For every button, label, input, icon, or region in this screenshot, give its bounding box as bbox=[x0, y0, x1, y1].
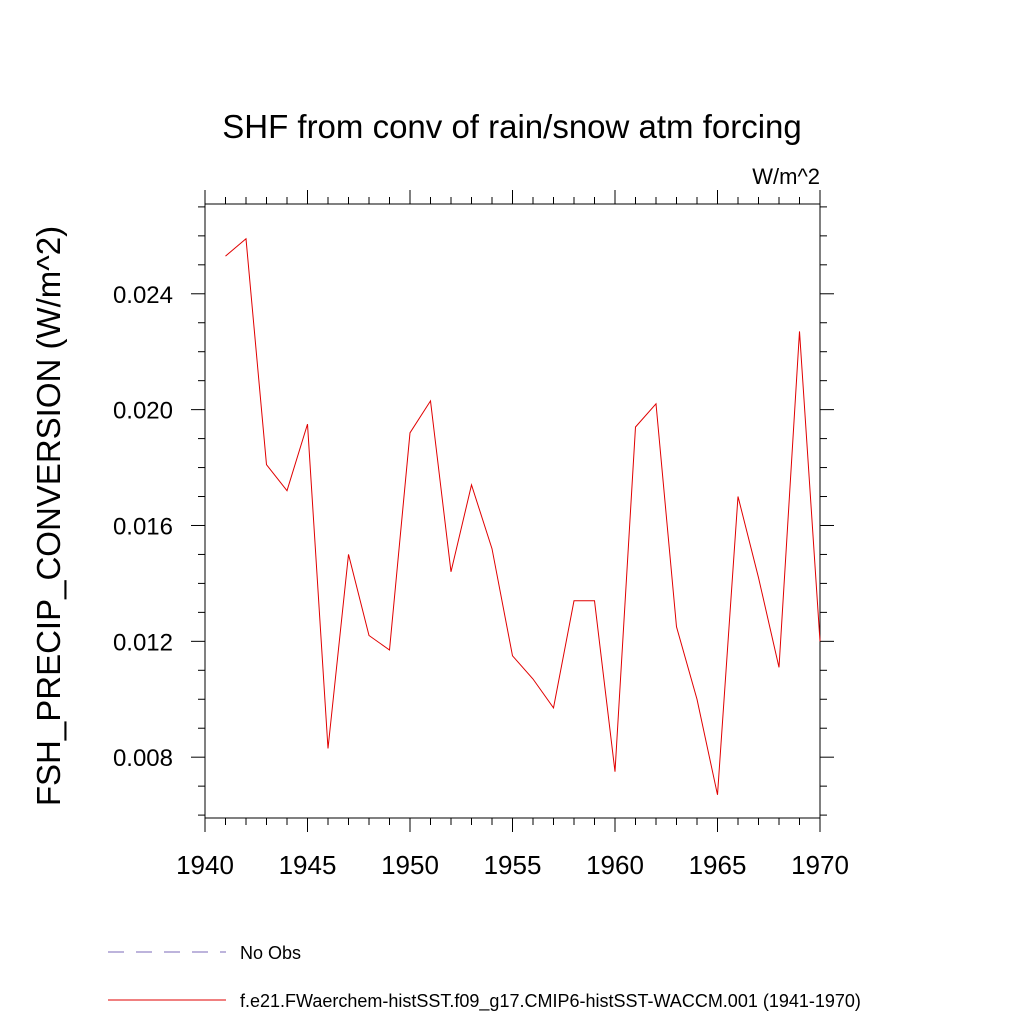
legend-label-0: No Obs bbox=[240, 943, 301, 963]
y-axis-tick-labels: 0.008 0.012 0.016 0.020 0.024 bbox=[113, 282, 173, 772]
series-layer bbox=[225, 237, 821, 795]
y-axis-ticks bbox=[191, 206, 834, 816]
y-tick-label: 0.020 bbox=[113, 398, 173, 425]
x-tick-label: 1960 bbox=[586, 850, 644, 880]
units-label: W/m^2 bbox=[752, 164, 820, 189]
x-tick-label: 1965 bbox=[689, 850, 747, 880]
y-tick-label: 0.012 bbox=[113, 629, 173, 656]
x-tick-label: 1970 bbox=[791, 850, 849, 880]
y-axis-label: FSH_PRECIP_CONVERSION (W/m^2) bbox=[30, 226, 67, 806]
x-axis-tick-labels: 1940 1945 1950 1955 1960 1965 1970 bbox=[176, 850, 849, 880]
x-tick-label: 1955 bbox=[484, 850, 542, 880]
x-axis-ticks bbox=[204, 190, 821, 832]
legend-label-1: f.e21.FWaerchem-histSST.f09_g17.CMIP6-hi… bbox=[240, 991, 861, 1012]
legend: No Obs f.e21.FWaerchem-histSST.f09_g17.CM… bbox=[108, 943, 861, 1012]
plot-frame bbox=[204, 203, 821, 819]
y-tick-label: 0.008 bbox=[113, 745, 173, 772]
series-line-0 bbox=[225, 237, 821, 795]
x-tick-label: 1945 bbox=[279, 850, 337, 880]
y-tick-label: 0.016 bbox=[113, 513, 173, 540]
y-tick-label: 0.024 bbox=[113, 282, 173, 309]
chart-title: SHF from conv of rain/snow atm forcing bbox=[222, 108, 802, 145]
x-tick-label: 1950 bbox=[381, 850, 439, 880]
x-tick-label: 1940 bbox=[176, 850, 234, 880]
